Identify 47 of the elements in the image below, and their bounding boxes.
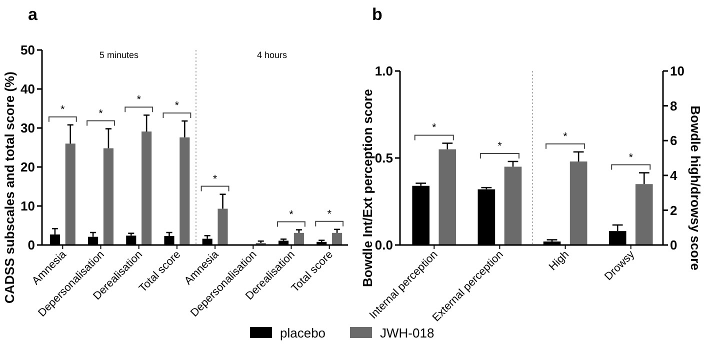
y-axis-title: CADSS subscales and total score (%) [2, 72, 17, 304]
y-tick-label: 0.5 [374, 150, 393, 166]
y2-tick-label: 10 [670, 64, 684, 79]
y-tick-label: 0.0 [374, 238, 393, 253]
y-tick-label: 20 [20, 160, 35, 175]
bar [332, 232, 342, 245]
bar [635, 184, 653, 245]
x-tick-label: High [546, 248, 572, 274]
annotation: * [563, 130, 568, 143]
y-tick-label: 0 [28, 238, 35, 253]
annotation: * [98, 108, 104, 120]
annotation: * [174, 100, 180, 112]
chart-title: a [28, 5, 38, 24]
bar [294, 232, 304, 245]
y2-tick-label: 4 [670, 168, 678, 183]
y2-axis-title: Bowdle high/drowsy score [688, 106, 703, 270]
annotation: * [432, 122, 437, 134]
bar [103, 148, 114, 245]
y2-tick-label: 2 [670, 202, 678, 218]
bar [142, 132, 152, 245]
y-tick-label: 50 [20, 42, 35, 58]
annotation: * [327, 208, 332, 220]
chart-title: b [372, 5, 382, 24]
annotation: * [212, 173, 218, 186]
annotation: 4 hours [256, 50, 288, 60]
legend-label: JWH-018 [380, 326, 434, 341]
y2-tick-label: 0 [670, 238, 678, 253]
y2-tick-label: 6 [670, 133, 678, 148]
y-tick-label: 10 [20, 198, 35, 214]
annotation: * [60, 104, 66, 116]
annotation: * [136, 94, 142, 106]
annotation: * [628, 152, 634, 164]
bar [570, 161, 588, 245]
annotation: * [498, 140, 503, 152]
y-tick-label: 40 [20, 82, 35, 97]
bar [65, 144, 76, 245]
annotation: * [289, 208, 294, 221]
y2-tick-label: 8 [670, 98, 678, 114]
bar [438, 149, 456, 245]
legend-label: placebo [280, 326, 326, 341]
y-tick-label: 30 [20, 120, 35, 136]
bar [180, 137, 190, 245]
bar [218, 208, 228, 245]
y-tick-label: 1.0 [374, 64, 393, 79]
annotation: 5 minutes [99, 50, 140, 60]
y-axis-title: Bowdle Int/Ext perception score [360, 89, 375, 287]
bar [504, 166, 522, 245]
